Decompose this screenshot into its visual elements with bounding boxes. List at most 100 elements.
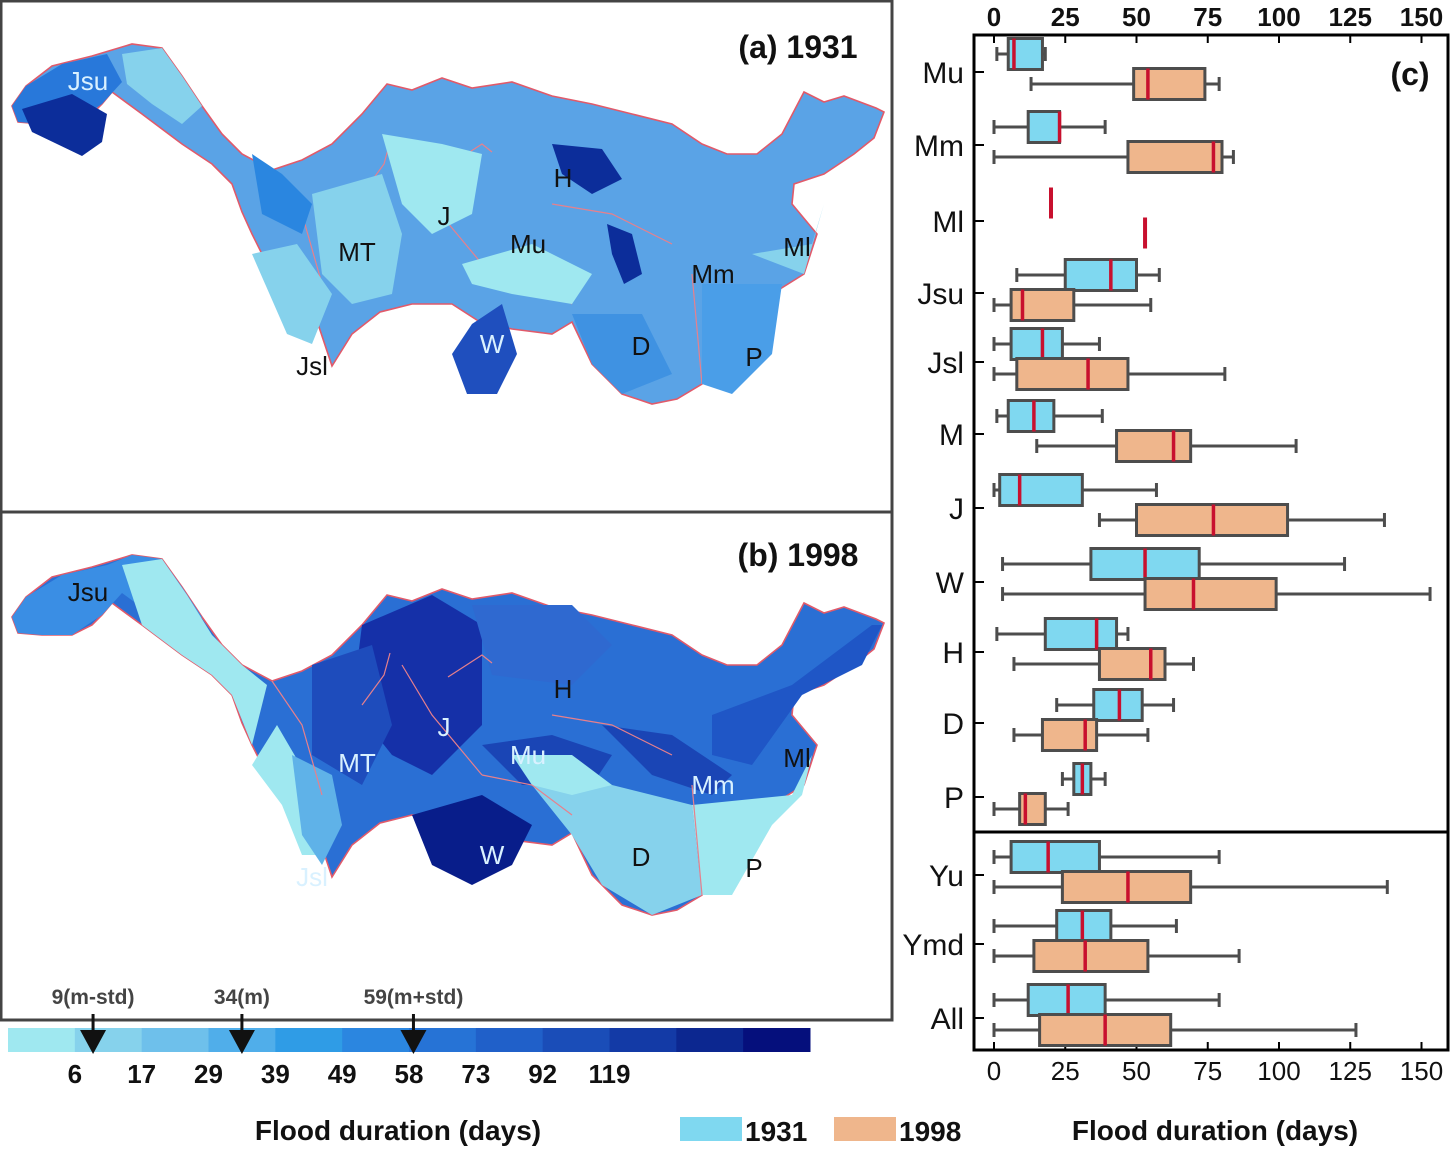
category-label-mu: Mu — [922, 57, 964, 90]
x-tick-label-bottom: 50 — [1122, 1056, 1151, 1086]
region-labels-a: Jsu H J MT Mu Ml Mm W D P Jsl — [68, 66, 811, 381]
region-patches-a — [12, 48, 824, 394]
map-b-label-jsu: Jsu — [68, 577, 108, 607]
boxplot-title: (c) — [1390, 56, 1429, 92]
colorbar-tick-label: 6 — [68, 1059, 82, 1089]
category-label-j: J — [949, 493, 964, 526]
category-label-m: M — [939, 419, 964, 452]
iqr-box — [998, 473, 1084, 507]
subbasin-boundaries-b — [271, 652, 703, 896]
x-tick-label-bottom: 0 — [987, 1056, 1001, 1086]
colorbar-tick-label: 73 — [461, 1059, 490, 1089]
colorbar-tick-label: 39 — [261, 1059, 290, 1089]
boxplot-xlabel: Flood duration (days) — [1072, 1115, 1358, 1146]
category-label-jsu: Jsu — [917, 278, 964, 311]
x-tick-label-bottom: 100 — [1257, 1056, 1300, 1086]
x-tick-label-top: 0 — [987, 2, 1001, 32]
boxplot-x-ticks: 0 0 25 25 50 50 75 75 100 100 125 125 150 150 — [987, 2, 1443, 1086]
category-label-p: P — [944, 782, 964, 815]
box-1931-mm — [992, 110, 1107, 144]
x-tick-label-top: 25 — [1051, 2, 1080, 32]
map-b-label-j: J — [438, 712, 451, 742]
x-tick-label-bottom: 25 — [1051, 1056, 1080, 1086]
map-b-label-mu: Mu — [510, 740, 546, 770]
box-1998-yu — [992, 870, 1389, 904]
region-labels-b: Jsu H J MT Mu Ml Mm W D P Jsl — [68, 577, 811, 892]
box-1998-mu — [1029, 67, 1221, 101]
boxplot-category-labels: Mu Mm Ml Jsu Jsl M J W H D P Yu Ymd All — [902, 57, 984, 1036]
colorbar-tick-label: 58 — [395, 1059, 424, 1089]
iqr-box — [1026, 110, 1062, 144]
legend-label-1998: 1998 — [899, 1116, 961, 1147]
map-b-label-mm: Mm — [691, 770, 734, 800]
box-1931-w — [1001, 547, 1347, 581]
box-1998-jsl — [992, 357, 1227, 391]
map-b-label-jsl: Jsl — [296, 862, 328, 892]
box-1998-h — [1012, 647, 1195, 681]
box-1931-jsu — [1015, 258, 1161, 292]
map-b-label-ml: Ml — [783, 743, 810, 773]
x-tick-label-top: 150 — [1400, 2, 1443, 32]
box-1931-all — [992, 983, 1221, 1017]
colorbar-cell — [475, 1028, 544, 1052]
x-tick-label-top: 100 — [1257, 2, 1300, 32]
box-1931-yu — [992, 840, 1221, 874]
box-1931-d — [1055, 688, 1176, 722]
iqr-box — [1097, 647, 1167, 681]
category-label-d: D — [942, 708, 964, 741]
map-a-label-jsu: Jsu — [68, 66, 108, 96]
colorbar-tick-label: 29 — [194, 1059, 223, 1089]
colorbar-marker-label: 59(m+std) — [364, 986, 464, 1009]
iqr-box — [1015, 357, 1130, 391]
map-b-label-p: P — [745, 853, 762, 883]
category-label-yu: Yu — [929, 860, 964, 893]
category-label-h: H — [942, 637, 964, 670]
iqr-box — [1032, 939, 1150, 973]
iqr-box — [1126, 140, 1224, 174]
map-b-label-mt: MT — [338, 748, 376, 778]
iqr-box — [1018, 792, 1047, 826]
iqr-box — [1009, 288, 1076, 322]
colorbar-cell — [676, 1028, 744, 1052]
box-1931-mu — [995, 37, 1047, 71]
boxplot-frame — [972, 33, 1450, 1052]
colorbar-tick-labels: 6 17 29 39 49 58 73 92 119 — [68, 1059, 631, 1089]
x-tick-label-bottom: 125 — [1329, 1056, 1372, 1086]
map-a-label-w: W — [480, 329, 505, 359]
colorbar-cell — [542, 1028, 610, 1052]
map-a-label-p: P — [745, 342, 762, 372]
map-a-label-mm: Mm — [691, 259, 734, 289]
iqr-box — [1115, 429, 1193, 463]
panel-a-title: (a) 1931 — [738, 29, 857, 65]
iqr-box — [1009, 327, 1064, 361]
category-label-mm: Mm — [914, 130, 964, 163]
colorbar-cell — [609, 1028, 677, 1052]
map-b-label-h: H — [554, 674, 573, 704]
colorbar-tick-label: 49 — [328, 1059, 357, 1089]
box-1998-d — [1012, 718, 1150, 752]
x-tick-label-bottom: 150 — [1400, 1056, 1443, 1086]
colorbar-tick-label: 92 — [528, 1059, 557, 1089]
iqr-box — [1006, 37, 1044, 71]
category-label-ml: Ml — [932, 206, 964, 239]
map-a-label-ml: Ml — [783, 232, 810, 262]
colorbar-cells — [8, 1028, 811, 1052]
map-1931: (a) 1931 Jsu H J MT Mu Ml Mm W D P Jsl — [0, 0, 894, 514]
box-1931-p — [1060, 762, 1107, 796]
map-b-label-d: D — [632, 842, 651, 872]
map-a-label-h: H — [554, 163, 573, 193]
box-1998-j — [1097, 503, 1386, 537]
basin-map-1998 — [11, 554, 885, 916]
map-a-label-mu: Mu — [510, 229, 546, 259]
boxplot-boxes — [992, 37, 1432, 1047]
box-1931-m — [995, 399, 1104, 433]
iqr-box — [1143, 577, 1278, 611]
iqr-box — [1040, 718, 1099, 752]
box-1998-w — [1001, 577, 1432, 611]
colorbar-cell — [8, 1028, 76, 1052]
box-1998-all — [992, 1013, 1358, 1047]
basin-map-1931 — [11, 43, 885, 405]
category-label-all: All — [931, 1003, 964, 1036]
panel-b-title: (b) 1998 — [738, 537, 859, 573]
